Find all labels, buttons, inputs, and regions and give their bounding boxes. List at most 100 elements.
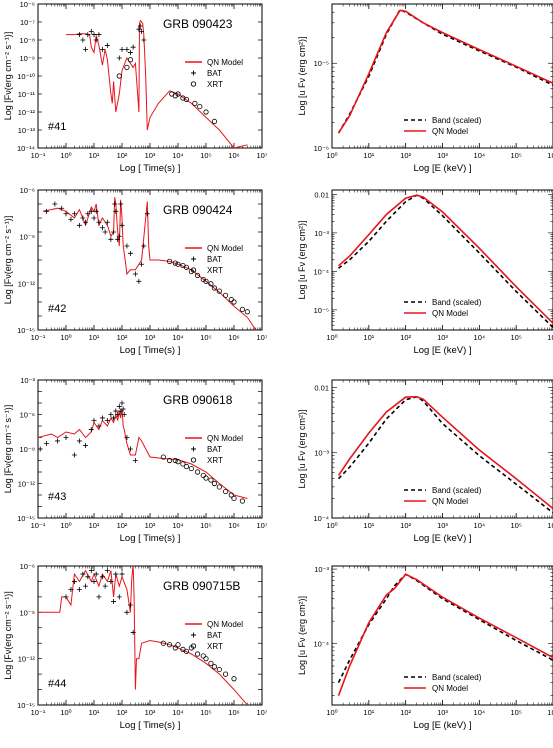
x-tick-label: 10¹ xyxy=(363,521,374,530)
xrt-point xyxy=(175,261,181,267)
plot-area xyxy=(337,395,553,514)
xrt-point xyxy=(194,272,201,278)
x-tick-label: 10⁶ xyxy=(547,151,553,160)
bat-point xyxy=(127,446,133,452)
y-tick-label: 10⁻¹¹ xyxy=(18,90,36,99)
bat-point xyxy=(76,587,82,593)
y-tick-label: 10⁻⁷ xyxy=(20,18,35,27)
bat-point xyxy=(104,568,110,574)
legend-label-qn: QN Model xyxy=(432,309,468,318)
x-tick-label: 10² xyxy=(400,333,411,342)
xrt-point xyxy=(172,645,178,651)
bat-point xyxy=(88,208,94,214)
xrt-point xyxy=(188,465,194,472)
bat-point xyxy=(99,415,105,421)
x-tick-label: 10¹ xyxy=(89,708,100,717)
x-tick-label: 10⁴ xyxy=(474,521,486,530)
x-tick-label: 10⁰ xyxy=(326,333,337,342)
x-tick-label: 10¹ xyxy=(363,708,374,717)
bat-point xyxy=(112,201,118,207)
bat-point xyxy=(127,50,133,56)
xrt-point xyxy=(200,276,206,283)
y-tick-label: 10⁻⁹ xyxy=(19,54,35,63)
y-tick-label: 10⁻¹³ xyxy=(18,126,36,135)
x-tick-label: 10⁴ xyxy=(172,333,184,342)
bat-point xyxy=(63,435,69,440)
bat-point xyxy=(88,568,94,574)
legend-label-qn: QN Model xyxy=(207,244,243,253)
y-tick-label: 10⁻¹⁴ xyxy=(17,144,35,153)
y-axis-title: Log [u Fν (erg cm²)] xyxy=(297,596,307,675)
x-tick-label: 10¹ xyxy=(363,151,374,160)
x-tick-label: 10¹ xyxy=(89,333,100,342)
y-axis-title: Log [Fν(erg cm⁻² s⁻¹)] xyxy=(3,591,13,680)
bat-point xyxy=(137,23,143,29)
xrt-point xyxy=(160,454,166,460)
legend-marker-bat xyxy=(191,632,196,638)
bat-point xyxy=(136,278,142,284)
xrt-point xyxy=(231,676,237,682)
xrt-point xyxy=(183,96,190,103)
y-tick-label: 0.01 xyxy=(314,383,329,392)
bat-point xyxy=(116,403,122,409)
qn-model-curve xyxy=(337,9,553,134)
bat-point xyxy=(116,594,122,600)
xrt-point xyxy=(203,109,209,115)
legend-label-qn: QN Model xyxy=(207,620,243,629)
y-tick-label: 10⁻⁶ xyxy=(20,0,35,9)
bat-point xyxy=(99,225,105,231)
bat-point xyxy=(59,205,65,211)
y-tick-label: 10⁻¹² xyxy=(18,108,36,117)
xrt-point xyxy=(239,498,246,504)
xrt-point xyxy=(203,656,209,662)
bat-point xyxy=(120,406,126,412)
xrt-point xyxy=(172,260,178,266)
xrt-point xyxy=(203,278,209,284)
xrt-point xyxy=(172,93,178,99)
legend-marker-xrt xyxy=(190,457,197,463)
bat-point xyxy=(63,594,69,600)
plot-area xyxy=(42,197,257,330)
qn-model-curve xyxy=(337,395,553,510)
qn-model-curve xyxy=(337,194,553,324)
x-tick-label: 10⁴ xyxy=(172,708,184,717)
x-tick-label: 10⁻¹ xyxy=(31,521,46,530)
qn-model-curve xyxy=(337,573,553,696)
qn-model-curve xyxy=(38,566,248,705)
bat-point xyxy=(93,208,99,214)
band-curve xyxy=(337,573,553,683)
panel-4: 10⁰ 10¹ 10² 10³ 10⁴ 10⁵ 10⁶ 10⁻⁵ 10⁻⁴ 10⁻³ 0.01 Log… xyxy=(297,189,553,356)
legend-label-xrt: XRT xyxy=(207,456,223,465)
bat-point xyxy=(96,423,102,429)
bat-point xyxy=(83,219,89,225)
y-axis-title: Log [Fν(erg cm⁻² s⁻¹)] xyxy=(3,32,13,121)
y-tick-label: 10⁻³ xyxy=(314,449,329,458)
xrt-point xyxy=(166,642,173,648)
bat-point xyxy=(52,201,58,207)
xrt-point xyxy=(194,469,201,475)
xrt-point xyxy=(216,484,222,490)
y-tick-label: 10⁻⁴ xyxy=(313,267,329,276)
bat-point xyxy=(102,583,108,589)
xrt-point xyxy=(211,664,218,670)
bat-point xyxy=(68,587,74,593)
x-tick-label: 10⁶ xyxy=(228,333,239,342)
bat-point xyxy=(113,571,119,577)
x-tick-label: 10³ xyxy=(437,521,448,530)
bat-point xyxy=(71,452,77,458)
x-tick-label: 10⁵ xyxy=(200,333,211,342)
bat-point xyxy=(116,55,122,61)
x-tick-label: 10³ xyxy=(145,333,156,342)
y-tick-label: 10⁻¹² xyxy=(18,480,36,489)
bat-point xyxy=(139,261,145,267)
bat-point xyxy=(80,215,86,221)
xrt-point xyxy=(116,73,122,79)
legend-marker-xrt xyxy=(190,643,197,649)
grb-title: GRB 090715B xyxy=(163,579,240,593)
bat-point xyxy=(119,400,125,406)
x-tick-label: 10⁵ xyxy=(510,708,521,717)
bat-point xyxy=(80,37,86,43)
x-axis-title: Log [E (keV) ] xyxy=(413,163,471,174)
x-tick-label: 10⁴ xyxy=(474,708,486,717)
grb-title: GRB 090424 xyxy=(163,203,233,217)
